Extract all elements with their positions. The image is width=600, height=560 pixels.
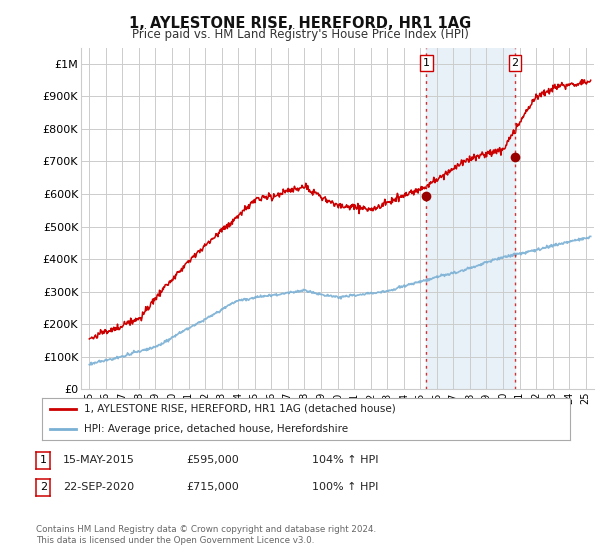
Text: £595,000: £595,000: [186, 455, 239, 465]
Text: Price paid vs. HM Land Registry's House Price Index (HPI): Price paid vs. HM Land Registry's House …: [131, 28, 469, 41]
Text: 15-MAY-2015: 15-MAY-2015: [63, 455, 135, 465]
Text: £715,000: £715,000: [186, 482, 239, 492]
Text: 1: 1: [40, 455, 47, 465]
Text: 2: 2: [40, 482, 47, 492]
Text: 100% ↑ HPI: 100% ↑ HPI: [312, 482, 379, 492]
Text: HPI: Average price, detached house, Herefordshire: HPI: Average price, detached house, Here…: [84, 424, 349, 433]
Text: 1, AYLESTONE RISE, HEREFORD, HR1 1AG: 1, AYLESTONE RISE, HEREFORD, HR1 1AG: [129, 16, 471, 31]
Text: 104% ↑ HPI: 104% ↑ HPI: [312, 455, 379, 465]
Text: 22-SEP-2020: 22-SEP-2020: [63, 482, 134, 492]
Text: 1: 1: [423, 58, 430, 68]
Bar: [427, 48, 515, 389]
Text: 1, AYLESTONE RISE, HEREFORD, HR1 1AG (detached house): 1, AYLESTONE RISE, HEREFORD, HR1 1AG (de…: [84, 404, 396, 413]
Text: 2: 2: [511, 58, 518, 68]
Text: Contains HM Land Registry data © Crown copyright and database right 2024.
This d: Contains HM Land Registry data © Crown c…: [36, 525, 376, 545]
